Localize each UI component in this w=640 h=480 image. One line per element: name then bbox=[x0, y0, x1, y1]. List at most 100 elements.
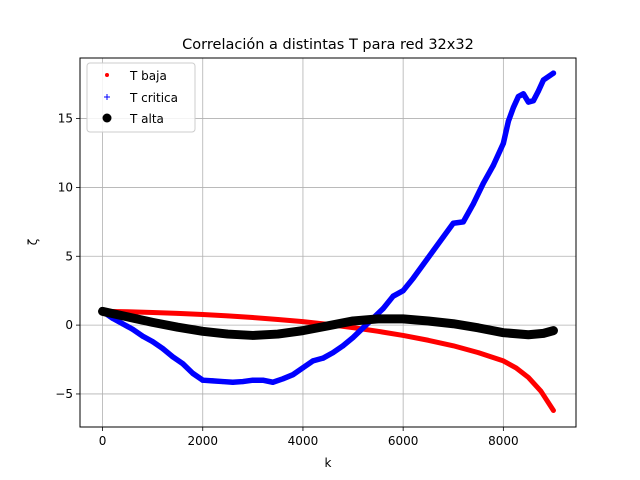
data-point bbox=[280, 376, 286, 382]
data-point bbox=[320, 355, 326, 361]
data-point bbox=[160, 345, 166, 352]
x-tick-label: 4000 bbox=[288, 434, 319, 448]
data-point bbox=[119, 321, 126, 327]
data-point bbox=[175, 311, 180, 316]
legend-marker-circle bbox=[102, 113, 112, 123]
data-point bbox=[275, 317, 281, 322]
y-axis-label: ζ bbox=[26, 239, 40, 246]
plot-frame bbox=[79, 57, 577, 428]
data-point bbox=[476, 350, 481, 355]
y-tick-label: 0 bbox=[65, 318, 73, 332]
data-point bbox=[426, 338, 431, 343]
data-point bbox=[398, 314, 408, 324]
data-point bbox=[350, 334, 356, 341]
data-point bbox=[501, 358, 506, 364]
data-point bbox=[513, 365, 519, 370]
x-tick-label: 2000 bbox=[187, 434, 218, 448]
data-point bbox=[505, 118, 511, 124]
series-t-alta bbox=[98, 306, 558, 340]
data-point bbox=[538, 389, 544, 394]
data-point bbox=[373, 314, 383, 324]
data-point bbox=[474, 323, 483, 333]
series-t-critica bbox=[99, 70, 557, 385]
data-point bbox=[440, 234, 446, 240]
data-point bbox=[449, 319, 458, 328]
data-point bbox=[410, 275, 416, 281]
data-point bbox=[310, 358, 316, 364]
data-point bbox=[360, 325, 366, 331]
data-point bbox=[270, 379, 276, 385]
x-axis-label: k bbox=[325, 456, 332, 470]
data-point bbox=[300, 365, 306, 371]
data-point bbox=[535, 88, 542, 94]
data-point bbox=[510, 104, 516, 111]
data-point bbox=[250, 377, 256, 383]
legend: T baja T critica T alta bbox=[86, 62, 196, 133]
data-point bbox=[323, 321, 333, 331]
legend-label-t-alta: T alta bbox=[129, 112, 164, 126]
data-point bbox=[260, 377, 266, 383]
data-point bbox=[549, 326, 558, 335]
data-point bbox=[330, 350, 336, 356]
x-tick-label: 6000 bbox=[388, 434, 419, 448]
data-point bbox=[225, 313, 230, 319]
data-point bbox=[400, 288, 406, 294]
data-point bbox=[198, 327, 207, 336]
data-point bbox=[500, 140, 506, 146]
data-point bbox=[515, 93, 521, 100]
data-point bbox=[420, 261, 426, 268]
data-point bbox=[451, 343, 456, 348]
data-point bbox=[290, 372, 296, 378]
data-point bbox=[298, 326, 308, 335]
series-line bbox=[98, 306, 558, 340]
x-tick-label: 0 bbox=[99, 434, 107, 448]
data-point bbox=[526, 375, 531, 380]
data-point bbox=[250, 315, 256, 320]
data-point bbox=[520, 91, 526, 97]
data-point bbox=[539, 329, 548, 338]
series-t-baja bbox=[100, 308, 556, 413]
data-point bbox=[530, 98, 537, 104]
data-point bbox=[424, 316, 433, 326]
data-point bbox=[148, 318, 157, 327]
data-point bbox=[340, 343, 346, 349]
data-point bbox=[150, 339, 156, 345]
data-point bbox=[450, 220, 456, 226]
legend-label-t-critica: T critica bbox=[129, 91, 178, 105]
data-point bbox=[173, 322, 182, 332]
data-point bbox=[499, 328, 508, 337]
y-tick-label: −5 bbox=[55, 387, 73, 401]
chart-title: Correlación a distintas T para red 32x32 bbox=[182, 37, 474, 53]
y-tick-label: 5 bbox=[65, 249, 73, 263]
legend-marker-dot bbox=[105, 73, 109, 77]
series-layer bbox=[98, 70, 558, 413]
data-point bbox=[375, 329, 381, 334]
data-point bbox=[350, 325, 356, 330]
data-point bbox=[98, 307, 107, 316]
data-point bbox=[273, 329, 283, 339]
y-tick-label: 10 bbox=[58, 180, 73, 194]
data-point bbox=[220, 378, 226, 385]
legend-label-t-baja: T baja bbox=[129, 69, 167, 83]
data-point bbox=[130, 326, 136, 332]
data-point bbox=[380, 305, 386, 312]
data-point bbox=[460, 219, 466, 225]
data-point bbox=[140, 333, 146, 339]
data-point bbox=[240, 378, 246, 385]
data-point bbox=[390, 293, 396, 299]
data-point bbox=[150, 310, 155, 315]
grid bbox=[80, 58, 576, 427]
data-point bbox=[190, 370, 196, 376]
data-point bbox=[490, 162, 496, 168]
data-point bbox=[170, 354, 176, 360]
data-point bbox=[223, 329, 232, 339]
data-point bbox=[180, 361, 186, 367]
data-point bbox=[480, 180, 486, 186]
y-tick-label: 15 bbox=[58, 112, 73, 126]
data-point bbox=[525, 99, 532, 105]
data-point bbox=[300, 319, 306, 324]
ticks: 0 2000 4000 6000 8000 −5 0 5 10 15 bbox=[55, 112, 518, 448]
data-point bbox=[470, 201, 476, 207]
